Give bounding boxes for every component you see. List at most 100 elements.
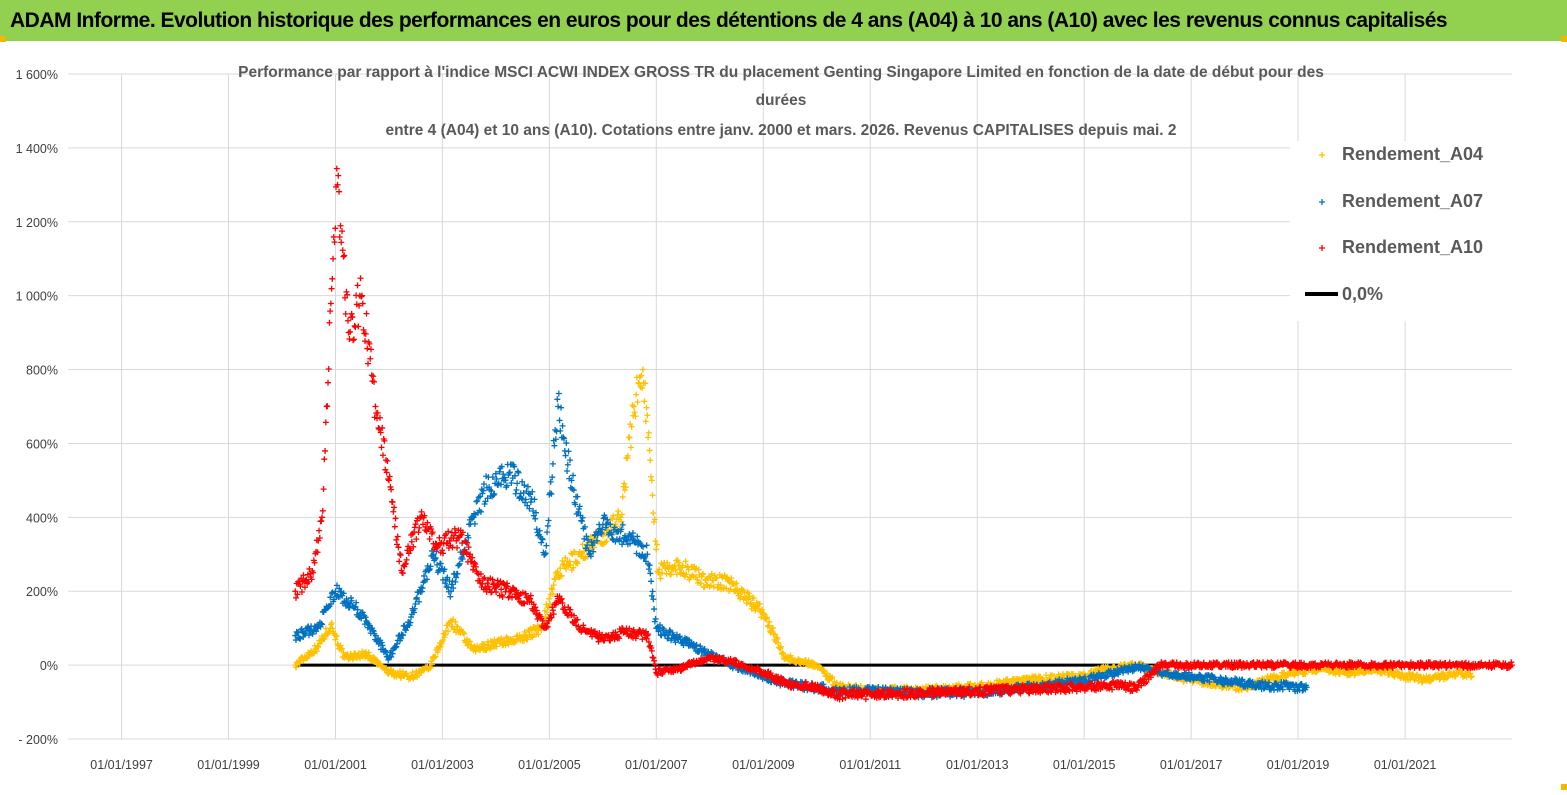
data-point (512, 638, 519, 645)
data-point (580, 622, 587, 629)
data-point (351, 604, 358, 611)
data-point (780, 651, 787, 658)
data-point (765, 622, 772, 629)
data-point (533, 627, 540, 634)
data-point (566, 475, 573, 482)
data-point (321, 636, 328, 643)
data-point (544, 529, 551, 536)
data-point (427, 664, 434, 671)
data-point (646, 562, 653, 569)
data-point (481, 641, 488, 648)
data-point (561, 435, 568, 442)
data-point (547, 600, 554, 607)
data-point (419, 585, 426, 592)
data-point (421, 572, 428, 579)
data-point (390, 508, 397, 515)
data-point (579, 514, 586, 521)
y-tick-label: 1 000% (16, 290, 58, 304)
data-point (551, 442, 558, 449)
data-point (549, 586, 556, 593)
data-point (581, 523, 588, 530)
data-point (327, 300, 334, 307)
data-point (611, 524, 618, 531)
data-point (477, 493, 484, 500)
data-point (375, 640, 382, 647)
data-point (648, 578, 655, 585)
data-point (503, 482, 510, 489)
data-point (513, 487, 520, 494)
data-point (521, 628, 528, 635)
data-point (423, 576, 430, 583)
data-point (343, 288, 350, 295)
corner-marker-bottom-right (1561, 784, 1567, 790)
y-tick-label: 800% (26, 364, 58, 378)
grid-layer (68, 73, 1512, 740)
data-point (584, 542, 591, 549)
x-tick-label: 01/01/2001 (304, 758, 367, 772)
data-point (701, 645, 708, 652)
data-point (319, 621, 326, 628)
data-point (645, 434, 652, 441)
data-point (324, 403, 331, 410)
chart-container: - 200% 0% 200% 400% 600% 800% 1 000% 1 200% 1 40… (0, 41, 1567, 790)
x-tick-label: 01/01/2003 (411, 758, 474, 772)
data-point (437, 643, 444, 650)
data-point (397, 552, 404, 559)
data-point (622, 484, 629, 491)
data-point (667, 571, 674, 578)
data-point (455, 562, 462, 569)
data-point (327, 308, 334, 315)
data-point (566, 558, 573, 565)
data-point (676, 559, 683, 566)
data-point (651, 516, 658, 523)
data-point (432, 653, 439, 660)
data-point (594, 538, 601, 545)
data-point (415, 529, 422, 536)
data-point (1399, 670, 1406, 677)
data-point (1391, 673, 1398, 680)
data-point (315, 644, 322, 651)
data-point (601, 530, 608, 537)
data-point (542, 613, 549, 620)
data-point (511, 463, 518, 470)
data-point (391, 523, 398, 530)
data-point (396, 558, 403, 565)
data-point (496, 468, 503, 475)
data-point (1237, 681, 1244, 688)
data-point (428, 661, 435, 668)
data-point (578, 518, 585, 525)
data-point (642, 380, 649, 387)
data-point (490, 492, 497, 499)
data-point (641, 398, 648, 405)
data-point (699, 571, 706, 578)
data-point (639, 366, 646, 373)
data-point (328, 285, 335, 292)
data-point (519, 478, 526, 485)
data-point (1072, 675, 1079, 682)
data-point (474, 497, 481, 504)
data-point (627, 444, 634, 451)
data-point (570, 564, 577, 571)
data-point (388, 653, 395, 660)
data-point (332, 225, 339, 232)
data-point (444, 574, 451, 581)
data-point (554, 568, 561, 575)
data-point (511, 472, 518, 479)
y-tick-label: 1 400% (16, 142, 58, 156)
data-point (432, 554, 439, 561)
data-point (653, 541, 660, 548)
data-point (713, 574, 720, 581)
data-point (527, 499, 534, 506)
data-point (300, 633, 307, 640)
data-point (465, 534, 472, 541)
data-point (350, 337, 357, 344)
data-point (593, 537, 600, 544)
data-point (320, 486, 327, 493)
data-point (648, 473, 655, 480)
data-point (752, 607, 759, 614)
legend: Rendement_A04Rendement_A07Rendement_A100… (1290, 141, 1530, 321)
data-point (639, 385, 646, 392)
corner-marker-top-left (0, 36, 6, 42)
data-point (452, 618, 459, 625)
data-point (676, 633, 683, 640)
